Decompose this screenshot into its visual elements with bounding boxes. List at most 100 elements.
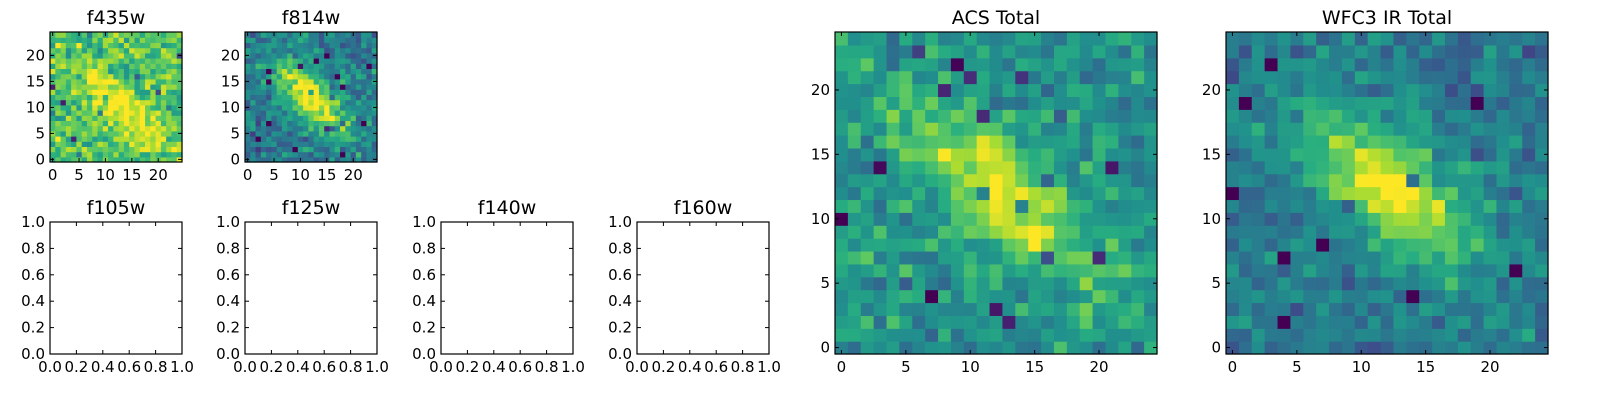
heatmap-cell bbox=[1380, 276, 1395, 291]
heatmap-cell bbox=[1226, 96, 1240, 110]
heatmap-cell bbox=[245, 146, 251, 153]
heatmap-cell bbox=[76, 78, 83, 85]
heatmap-cell bbox=[260, 104, 267, 111]
heatmap-cell bbox=[65, 94, 72, 101]
heatmap-cell bbox=[1419, 315, 1433, 329]
heatmap-cell bbox=[1092, 96, 1107, 110]
heatmap-cell bbox=[118, 94, 125, 101]
heatmap-cell bbox=[1380, 70, 1395, 85]
heatmap-cell bbox=[1290, 173, 1304, 188]
heatmap-cell bbox=[1251, 173, 1266, 188]
heatmap-cell bbox=[145, 32, 151, 38]
heatmap-cell bbox=[950, 173, 965, 188]
heatmap-cell bbox=[925, 238, 939, 252]
heatmap-cell bbox=[176, 73, 183, 80]
heatmap-cell bbox=[1028, 250, 1042, 265]
heatmap-cell bbox=[1316, 302, 1330, 316]
heatmap-cell bbox=[139, 94, 146, 101]
heatmap-cell bbox=[281, 99, 288, 106]
heatmap-cell bbox=[113, 151, 120, 158]
heatmap-cell bbox=[361, 151, 368, 158]
heatmap-cell bbox=[102, 78, 109, 85]
heatmap-cell bbox=[334, 52, 341, 59]
heatmap-cell bbox=[245, 94, 251, 101]
heatmap-cell bbox=[1015, 250, 1029, 265]
heatmap-cell bbox=[366, 110, 373, 116]
heatmap-cell bbox=[1393, 186, 1407, 201]
heatmap-cell bbox=[1329, 109, 1343, 123]
heatmap-cell bbox=[150, 52, 157, 59]
heatmap-cell bbox=[155, 89, 162, 95]
heatmap-cell bbox=[150, 115, 157, 121]
heatmap-cell bbox=[1028, 122, 1042, 136]
heatmap-cell bbox=[1419, 44, 1433, 59]
heatmap-cell bbox=[71, 115, 77, 121]
heatmap-cell bbox=[255, 130, 262, 137]
heatmap-cell bbox=[60, 120, 67, 127]
heatmap-cell bbox=[308, 84, 315, 90]
heatmap-cell bbox=[308, 73, 315, 80]
heatmap-cell bbox=[1406, 96, 1420, 110]
heatmap-cell bbox=[1419, 109, 1433, 123]
heatmap-cell bbox=[1277, 302, 1291, 316]
heatmap-cell bbox=[102, 89, 109, 95]
heatmap-cell bbox=[108, 130, 114, 137]
heatmap-cell bbox=[81, 78, 88, 85]
heatmap-cell bbox=[361, 84, 368, 90]
heatmap-cell bbox=[292, 78, 299, 85]
heatmap-cell bbox=[1496, 122, 1510, 136]
heatmap-cell bbox=[55, 84, 62, 90]
heatmap-cell bbox=[1144, 250, 1158, 265]
heatmap-cell bbox=[1277, 96, 1291, 110]
heatmap-cell bbox=[129, 42, 136, 49]
heatmap-cell bbox=[1238, 135, 1253, 149]
heatmap-cell bbox=[81, 84, 88, 90]
heatmap-cell bbox=[76, 146, 83, 153]
heatmap-cell bbox=[1509, 225, 1523, 239]
heatmap-cell bbox=[118, 156, 125, 163]
heatmap-cell bbox=[345, 78, 352, 85]
heatmap-cell bbox=[938, 173, 952, 188]
heatmap-cell bbox=[123, 73, 130, 80]
heatmap-cell bbox=[150, 120, 157, 127]
heatmap-cell bbox=[139, 141, 146, 147]
heatmap-cell bbox=[92, 141, 99, 147]
heatmap-cell bbox=[123, 104, 130, 111]
heatmap-cell bbox=[912, 341, 926, 355]
heatmap-cell bbox=[145, 52, 151, 59]
heatmap-cell bbox=[1522, 32, 1536, 46]
heatmap-cell bbox=[1079, 276, 1094, 291]
heatmap-cell bbox=[1496, 173, 1510, 188]
heatmap-cell bbox=[260, 115, 267, 121]
heatmap-cell bbox=[145, 37, 151, 43]
heatmap-cell bbox=[176, 125, 183, 132]
heatmap-cell bbox=[1354, 135, 1369, 149]
heatmap-cell bbox=[1144, 276, 1158, 291]
heatmap-cell bbox=[313, 58, 320, 64]
heatmap-cell bbox=[345, 37, 352, 43]
heatmap-cell bbox=[873, 238, 888, 252]
heatmap-cell bbox=[176, 115, 183, 121]
heatmap-cell bbox=[1393, 238, 1407, 252]
heatmap-cell bbox=[1432, 96, 1446, 110]
heatmap-cell bbox=[160, 37, 167, 43]
heatmap-cell bbox=[171, 125, 178, 132]
heatmap-cell bbox=[97, 89, 104, 95]
heatmap-cell bbox=[329, 78, 336, 85]
heatmap-cell bbox=[118, 115, 125, 121]
heatmap-cell bbox=[308, 151, 315, 158]
heatmap-cell bbox=[171, 52, 178, 59]
heatmap-cell bbox=[1393, 212, 1407, 226]
heatmap-cell bbox=[108, 151, 114, 158]
heatmap-cell bbox=[1341, 135, 1356, 149]
heatmap-cell bbox=[938, 341, 952, 355]
heatmap-cell bbox=[134, 104, 141, 111]
heatmap-cell bbox=[1341, 302, 1356, 316]
heatmap-cell bbox=[1341, 199, 1356, 213]
heatmap-cell bbox=[65, 99, 72, 106]
heatmap-cell bbox=[50, 89, 56, 95]
heatmap-cell bbox=[71, 141, 77, 147]
heatmap-cell bbox=[366, 146, 373, 153]
heatmap-cell bbox=[1066, 302, 1081, 316]
heatmap-cell bbox=[50, 120, 56, 127]
